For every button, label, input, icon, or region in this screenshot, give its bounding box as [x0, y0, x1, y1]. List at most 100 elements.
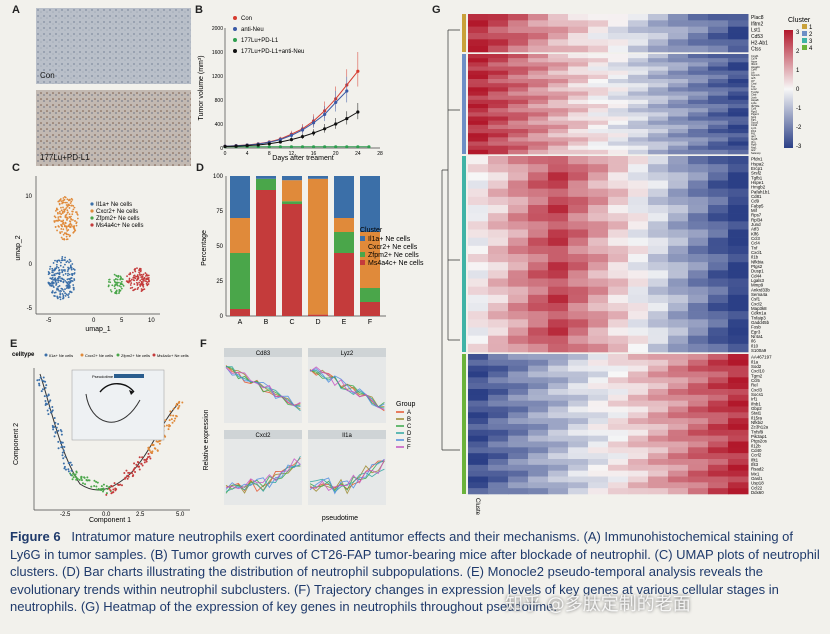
g-heat-cell	[528, 400, 549, 407]
g-heat-cell	[728, 108, 749, 113]
g-heat-cell	[648, 112, 669, 117]
g-heat-cell	[628, 188, 649, 198]
g-heat-cell	[668, 137, 689, 142]
g-heat-cell	[588, 453, 609, 460]
g-heat-cell	[648, 137, 669, 142]
c-point	[67, 272, 69, 275]
g-heat-cell	[668, 112, 689, 117]
g-heat-cell	[728, 58, 749, 63]
g-heat-cell	[468, 188, 489, 198]
g-heat-cell	[568, 137, 589, 142]
c-point	[147, 276, 150, 279]
g-heat-cell	[608, 365, 629, 372]
e-point	[61, 451, 64, 454]
c-legend-marker	[90, 216, 94, 220]
g-heat-cell	[668, 435, 689, 442]
panel-a-ihc-images: Con 177Lu+PD-L1	[36, 8, 191, 166]
g-heat-cell	[528, 141, 549, 146]
c-point	[54, 279, 57, 282]
g-heat-cell	[708, 164, 729, 173]
b-ylabel: Tumor volume (mm³)	[198, 55, 205, 120]
g-heat-cell	[588, 205, 609, 214]
g-legend-label: 1	[809, 25, 813, 31]
g-heat-cell	[708, 172, 729, 181]
f-group-line	[309, 368, 385, 408]
g-heat-cell	[628, 137, 649, 142]
panel-label-g: G	[432, 4, 441, 16]
c-legend-label: Ms4a4c+ Ne cells	[96, 223, 144, 229]
c-point	[72, 205, 75, 207]
g-heat-cell	[608, 87, 629, 92]
g-heat-cell	[548, 62, 569, 67]
g-heat-cell	[568, 95, 589, 101]
c-point	[61, 270, 64, 273]
c-point	[59, 292, 62, 295]
g-heat-cell	[708, 394, 729, 401]
g-heat-cell	[488, 188, 509, 198]
g-heat-cell	[568, 453, 589, 460]
g-heat-cell	[548, 389, 569, 396]
g-heat-cell	[628, 104, 649, 109]
g-heat-cell	[608, 133, 629, 138]
g-heat-cell	[528, 335, 549, 345]
e-point	[169, 410, 172, 413]
b-xtick: 20	[333, 151, 339, 157]
f-group-line	[309, 468, 385, 493]
panel-label-b: B	[195, 4, 203, 16]
g-heat-cell	[708, 383, 729, 390]
g-heat-cell	[568, 470, 589, 477]
g-heat-cell	[548, 221, 569, 230]
g-heat-cell	[468, 33, 489, 40]
e-point	[44, 386, 47, 389]
g-gene-label: Cd47	[751, 68, 758, 72]
g-heat-cell	[668, 180, 689, 189]
g-heat-cell	[668, 453, 689, 460]
g-heat-cell	[608, 164, 629, 173]
g-heat-cell	[488, 54, 509, 59]
g-heat-cell	[488, 180, 509, 189]
g-heat-cell	[708, 129, 729, 134]
g-heat-cell	[588, 54, 609, 59]
c-point	[68, 285, 71, 287]
c-point	[66, 209, 69, 212]
g-heat-cell	[708, 294, 729, 304]
g-heat-cell	[688, 429, 709, 436]
g-heat-cell	[468, 319, 489, 328]
g-heat-cell	[628, 26, 649, 34]
c-legend-label: Il1a+ Ne cells	[96, 202, 132, 208]
g-heat-cell	[588, 400, 609, 407]
g-heat-cell	[668, 482, 689, 489]
g-heat-cell	[488, 164, 509, 173]
g-heat-cell	[508, 54, 529, 59]
c-point	[52, 286, 55, 288]
g-heat-cell	[568, 205, 589, 214]
b-point	[245, 144, 249, 148]
g-heat-cell	[648, 488, 669, 495]
c-point	[60, 213, 63, 216]
g-heat-cell	[508, 377, 529, 384]
g-heat-cell	[488, 400, 509, 407]
g-heat-cell	[668, 447, 689, 454]
e-legend-label: Zfpm2+ Ne cells	[121, 353, 150, 358]
c-point	[114, 291, 116, 294]
c-xtick-m5: -5	[46, 318, 52, 324]
g-gene-label: Jund	[751, 222, 761, 227]
g-heat-cell	[588, 245, 609, 255]
c-point	[56, 260, 58, 263]
g-heat-cell	[548, 371, 569, 378]
g-heat-cell	[548, 343, 569, 353]
g-heat-cell	[588, 129, 609, 134]
g-heat-cell	[648, 70, 669, 76]
d-bar-segment	[230, 309, 250, 316]
g-heat-cell	[488, 441, 509, 448]
c-point	[139, 284, 142, 287]
g-gene-label: Ercp1	[751, 166, 763, 171]
g-heat-cell	[528, 464, 549, 471]
g-gene-label: Dusp1	[751, 269, 764, 274]
c-point	[140, 288, 143, 290]
g-heat-cell	[548, 156, 569, 165]
e-point	[57, 429, 60, 432]
c-point	[65, 225, 67, 228]
g-gene-label: Rpl9	[751, 143, 757, 147]
d-bar-segment	[230, 176, 250, 218]
